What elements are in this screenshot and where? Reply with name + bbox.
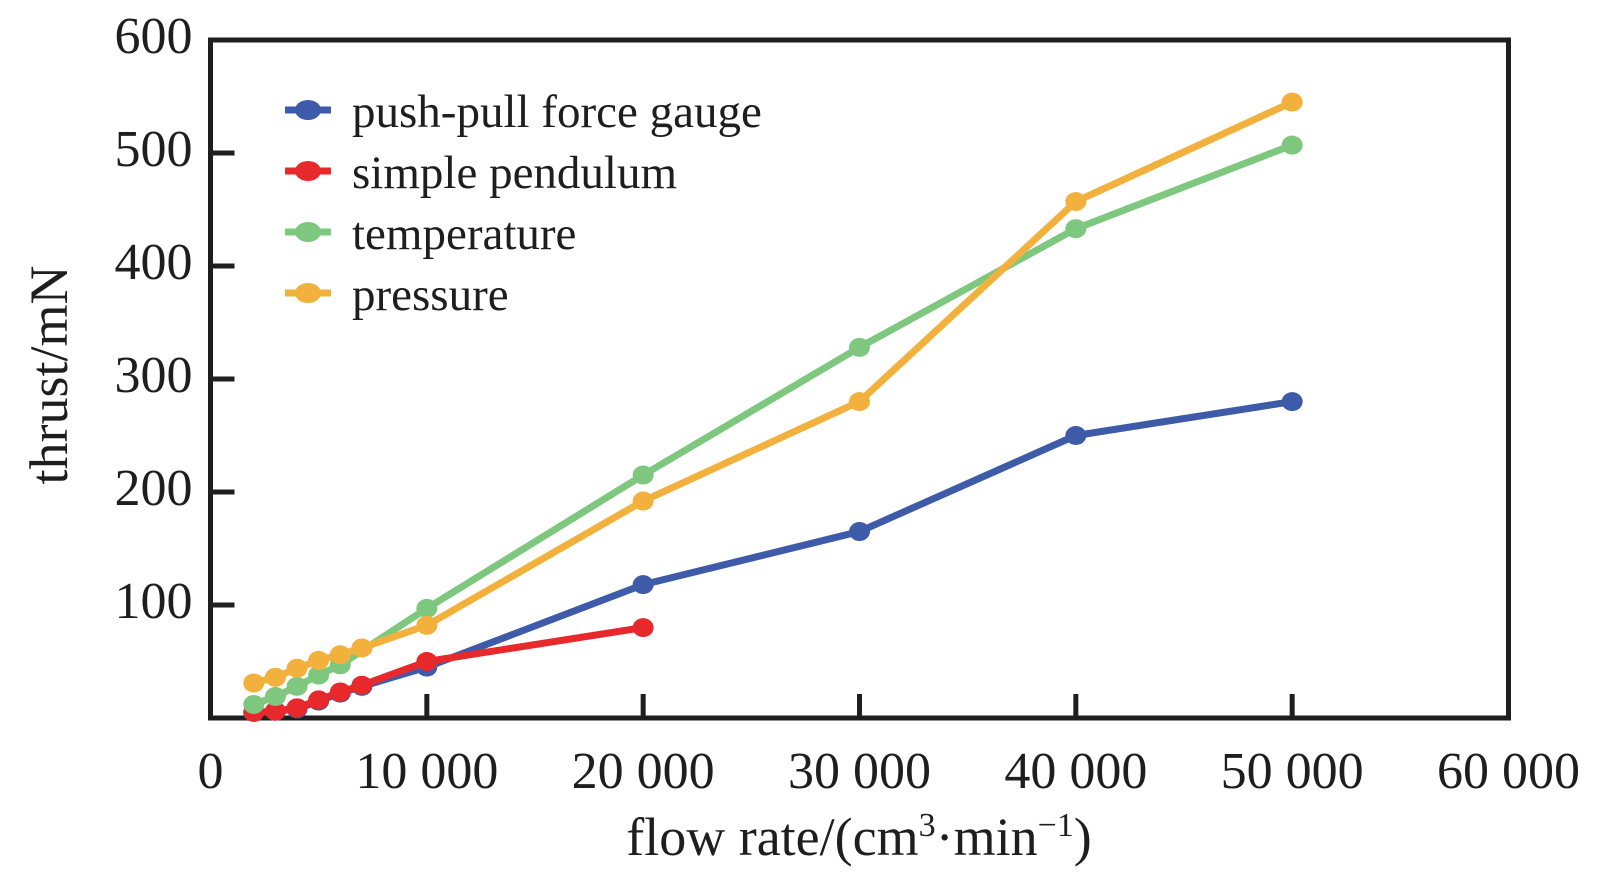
x-axis-label: flow rate/(cm3·min−1) [626,806,1092,868]
legend-marker-dot [295,161,321,181]
data-point [308,665,330,685]
data-point [632,575,654,595]
data-point [308,690,330,710]
data-point [286,698,308,718]
y-tick-label: 400 [115,234,193,291]
y-tick-label: 600 [115,8,193,65]
y-axis-label: thrust/mN [19,265,79,485]
data-point [416,652,438,671]
data-point [264,667,286,687]
y-tick-label: 500 [115,121,193,178]
data-point [632,491,654,511]
data-point [308,650,330,670]
x-tick-label: 40 000 [1004,743,1147,800]
x-axis-label-superscript-3: 3 [918,807,936,844]
x-tick-label: 20 000 [572,743,715,800]
data-point [243,673,265,693]
data-point [351,675,373,695]
legend-label: temperature [352,208,576,260]
data-point [1281,92,1303,112]
y-tick-label: 200 [115,460,193,517]
data-point [416,615,438,635]
data-point [416,598,438,618]
x-axis-label-part-a: flow rate/(cm [626,807,919,867]
data-point [1065,426,1087,445]
x-axis-label-superscript-minus1: −1 [1037,807,1074,844]
y-tick-label: 100 [115,573,193,630]
x-tick-label: 50 000 [1221,743,1364,800]
data-point [243,694,265,714]
legend-marker-dot [295,222,321,242]
x-axis-label-part-b: ·min [935,807,1038,867]
data-point [351,638,373,658]
data-point [632,465,654,485]
y-tick-label: 300 [115,347,193,404]
legend-label: simple pendulum [352,147,677,199]
data-point [849,337,870,357]
x-tick-label: 10 000 [355,743,498,800]
data-point [1281,392,1303,412]
x-tick-label: 30 000 [788,743,931,800]
plot-border [208,37,1511,721]
legend-label: push-pull force gauge [352,86,762,138]
data-point [849,392,870,412]
legend-label: pressure [352,269,509,321]
data-point [632,618,654,638]
x-axis-label-part-c: ) [1073,807,1092,867]
data-point [849,522,870,542]
x-tick-label: 60 000 [1437,743,1580,800]
data-point [1281,135,1303,155]
data-point [329,645,351,665]
data-point [286,676,308,696]
x-tick-label: 0 [198,743,224,800]
data-point [329,682,351,702]
data-point [1065,219,1087,239]
data-point [264,687,286,707]
data-point [264,701,286,721]
legend-marker-dot [295,283,321,303]
data-point [286,658,308,678]
data-point [1065,192,1087,212]
legend-marker-dot [295,100,321,120]
series-line-temperature [252,141,1294,708]
